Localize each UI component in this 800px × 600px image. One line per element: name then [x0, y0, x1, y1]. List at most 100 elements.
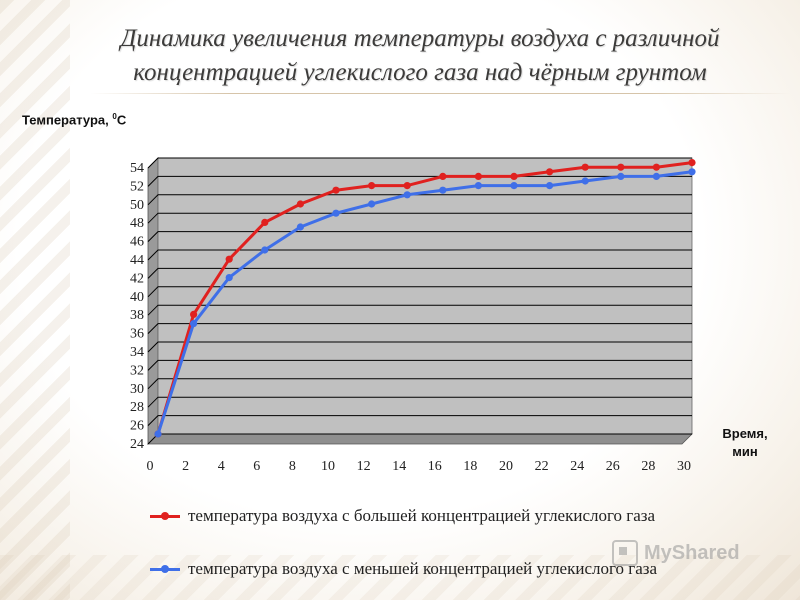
y-tick-label: 36 — [130, 327, 144, 342]
series-1-point — [439, 172, 447, 180]
series-2-point — [688, 168, 696, 176]
y-tick-label: 24 — [130, 437, 144, 452]
y-tick-label: 42 — [130, 271, 144, 286]
series-1-point — [510, 172, 518, 180]
series-2-point — [510, 182, 518, 190]
gridline — [147, 286, 692, 298]
x-tick-label: 2 — [182, 459, 189, 474]
series-2-point — [617, 172, 625, 180]
gridline — [147, 359, 692, 371]
series-2-point — [439, 186, 447, 194]
gridline — [147, 231, 692, 242]
series-1-point — [474, 172, 482, 180]
legend-label-series-1: температура воздуха с большей концентрац… — [188, 506, 656, 525]
y-axis-caption-text: Температура, — [22, 112, 113, 128]
x-tick-label: 14 — [392, 459, 406, 474]
series-2-point — [261, 246, 269, 254]
series-2-point — [332, 209, 340, 217]
y-tick-label: 38 — [130, 308, 144, 323]
x-tick-label: 4 — [218, 459, 225, 474]
gridline — [147, 323, 692, 334]
watermark-logo-icon — [612, 540, 638, 566]
x-tick-label: 26 — [606, 459, 620, 474]
y-tick-label: 28 — [130, 400, 144, 415]
watermark-text: MyShared — [644, 541, 740, 564]
series-1-point — [296, 200, 304, 208]
x-tick-label: 6 — [253, 459, 260, 474]
series-1-point — [225, 255, 233, 263]
plot-floor — [147, 433, 693, 445]
slide-title-line-1: Динамика увеличения температуры воздуха … — [120, 25, 720, 52]
series-1-point — [546, 168, 554, 176]
x-axis-caption-line-2: мин — [732, 444, 758, 459]
x-axis-caption-line-1: Время, — [722, 426, 768, 441]
series-2-point — [296, 223, 304, 231]
gridline — [147, 157, 692, 169]
plot-back-wall — [157, 157, 693, 435]
series-1-point — [261, 218, 269, 226]
series-2-point — [368, 200, 376, 208]
gridline — [147, 378, 692, 390]
series-line-1 — [156, 161, 693, 435]
x-tick-label: 30 — [677, 459, 691, 474]
x-tick-label: 8 — [289, 459, 296, 474]
x-tick-label: 12 — [357, 459, 371, 474]
gridline — [147, 249, 692, 261]
y-tick-label: 46 — [130, 235, 144, 250]
legend-label-series-2: температура воздуха с меньшей концентрац… — [188, 559, 658, 578]
series-1-point — [368, 182, 376, 190]
gridline — [147, 267, 692, 279]
decorative-stripes-left — [0, 0, 70, 600]
series-line-2 — [156, 170, 693, 435]
series-2-point — [474, 182, 482, 190]
series-1-point — [190, 310, 198, 318]
x-tick-label: 28 — [641, 459, 655, 474]
series-1-point — [617, 163, 625, 171]
gridline — [147, 341, 692, 353]
series-2-point — [652, 172, 661, 180]
series-2-point — [546, 182, 554, 190]
y-axis-caption: Температура, 0С — [22, 112, 126, 127]
title-divider — [90, 93, 790, 94]
slide-title: Динамика увеличения температуры воздуха … — [60, 22, 780, 90]
x-tick-label: 22 — [535, 459, 549, 474]
x-tick-label: 24 — [570, 459, 584, 474]
series-2-point — [581, 177, 589, 185]
legend-swatch-series-2 — [150, 562, 180, 576]
gridline — [147, 212, 692, 224]
y-tick-label: 48 — [130, 216, 144, 231]
y-tick-label: 26 — [130, 419, 144, 434]
series-1-point — [581, 163, 589, 171]
legend-swatch-series-1 — [150, 509, 180, 523]
y-axis-caption-unit: С — [116, 112, 127, 128]
series-2-point — [154, 430, 162, 438]
legend-item-series-2: температура воздуха с меньшей концентрац… — [150, 556, 720, 582]
gridline — [147, 396, 692, 408]
x-axis-caption: Время, мин — [710, 425, 780, 461]
legend-item-series-1: температура воздуха с большей концентрац… — [150, 503, 720, 529]
y-tick-label: 54 — [130, 161, 144, 176]
legend-marker-series-1 — [161, 512, 169, 520]
y-tick-label: 34 — [130, 345, 144, 360]
x-tick-label: 18 — [463, 459, 477, 474]
series-1-point — [332, 186, 340, 194]
x-tick-label: 16 — [428, 459, 442, 474]
y-tick-label: 50 — [130, 198, 144, 213]
gridline — [147, 304, 692, 316]
y-tick-label: 40 — [130, 290, 144, 305]
y-axis-caption-degree: 0 — [112, 112, 117, 121]
gridline — [147, 415, 692, 426]
x-tick-label: 10 — [321, 459, 335, 474]
slide-title-line-2: концентрацией углекислого газа над чёрны… — [133, 59, 707, 86]
series-2-point — [225, 274, 233, 282]
watermark: MyShared — [612, 540, 740, 566]
legend-marker-series-2 — [161, 565, 169, 573]
series-2-point — [190, 320, 198, 328]
series-2-point — [403, 191, 411, 199]
plot-side-wall — [147, 157, 159, 445]
y-tick-label: 32 — [130, 363, 144, 378]
x-tick-label: 0 — [147, 459, 154, 474]
decorative-stripes-bottom — [0, 555, 800, 600]
y-tick-label: 44 — [130, 253, 144, 268]
